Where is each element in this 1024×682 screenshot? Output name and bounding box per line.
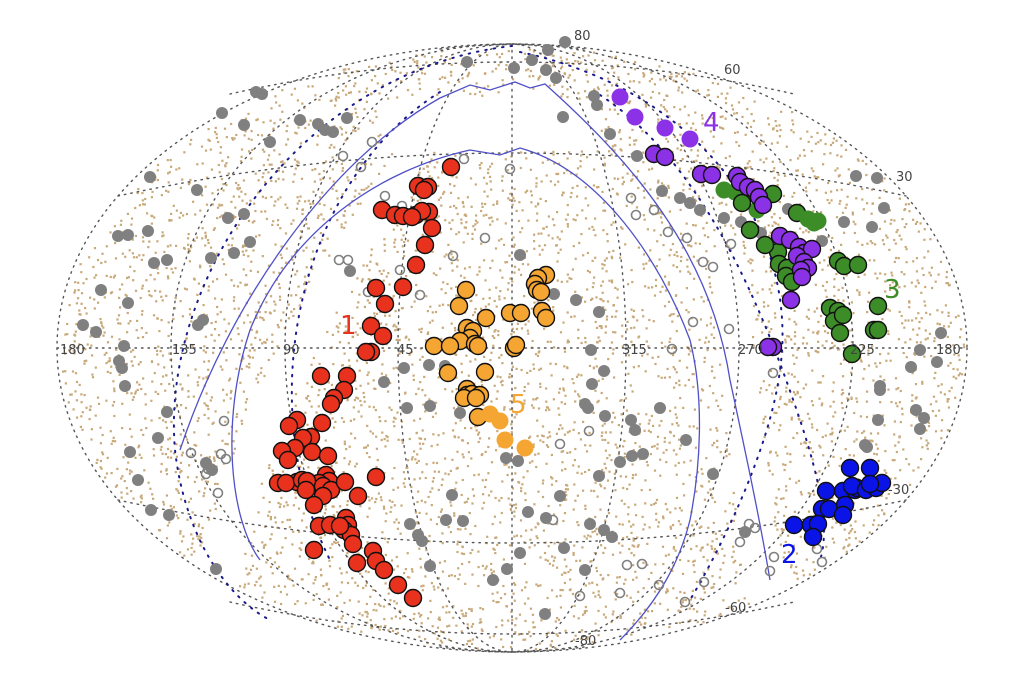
group-labels: 1 2 3 4 5 <box>340 108 901 570</box>
tick-lon-90: 90 <box>283 343 300 358</box>
background-points <box>62 47 966 652</box>
group-label-1: 1 <box>340 311 357 341</box>
group-label-2: 2 <box>781 540 798 570</box>
tick-lon-135: 135 <box>172 343 197 358</box>
tick-lon-315: 315 <box>622 343 647 358</box>
group-label-5: 5 <box>510 390 527 420</box>
tick-lon-180-left: 180 <box>60 343 85 358</box>
group-5-points <box>424 265 556 457</box>
tick-lat-minus-80: -80 <box>575 634 596 649</box>
tick-lat-minus-30: -30 <box>888 483 909 498</box>
gray-points <box>77 36 947 620</box>
tick-lon-180-right: 180 <box>936 343 961 358</box>
group-3-points <box>715 181 888 364</box>
tick-lat-30: 30 <box>896 170 913 185</box>
group-1-points <box>268 157 461 608</box>
colored-groups <box>268 88 892 608</box>
axis-tick-labels: 180 135 90 45 315 270 225 180 80 60 30 -… <box>60 29 961 649</box>
tick-lat-80: 80 <box>574 29 591 44</box>
group-label-4: 4 <box>703 108 720 138</box>
survey-boundary-lines <box>179 81 771 641</box>
group-label-3: 3 <box>884 275 901 305</box>
tick-lon-45: 45 <box>397 343 414 358</box>
tick-lat-minus-60: -60 <box>725 601 746 616</box>
tick-lon-270: 270 <box>738 343 763 358</box>
tick-lon-225: 225 <box>850 343 875 358</box>
group-2-points <box>784 458 892 547</box>
tick-lat-60: 60 <box>724 63 741 78</box>
group-4-points <box>611 88 822 357</box>
